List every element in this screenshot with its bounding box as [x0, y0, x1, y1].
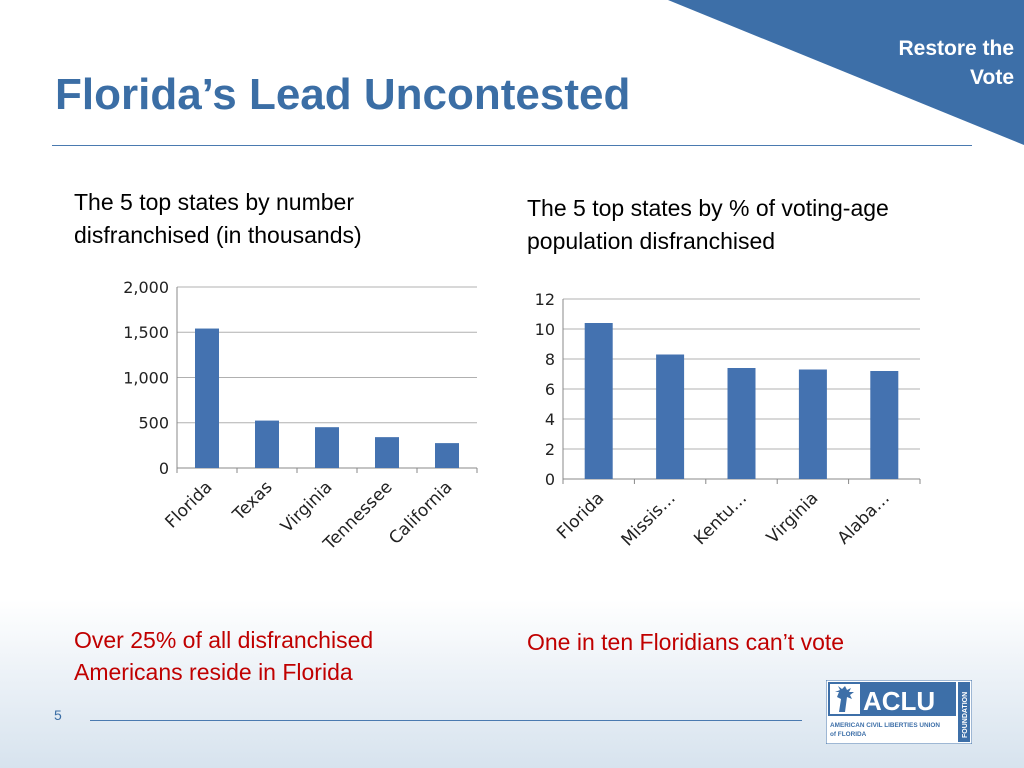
right-note: One in ten Floridians can’t vote [527, 629, 845, 655]
right-chart-caption: The 5 top states by % of voting-age popu… [527, 195, 889, 254]
y-tick-label: 500 [138, 414, 169, 433]
svg-text:of FLORIDA: of FLORIDA [830, 731, 867, 738]
x-category-label: Alaba… [834, 488, 894, 548]
bar [870, 371, 899, 479]
footer-divider [90, 720, 802, 721]
page-number: 5 [54, 707, 62, 723]
page-title: Florida’s Lead Uncontested [55, 70, 631, 119]
statue-of-liberty-icon [830, 684, 860, 714]
title-divider [52, 145, 972, 146]
bar [375, 437, 399, 468]
bar [798, 369, 827, 479]
corner-banner-shape [668, 0, 1024, 145]
bar [727, 368, 756, 479]
aclu-logo: ACLU AMERICAN CIVIL LIBERTIES UNION of F… [826, 680, 972, 744]
y-tick-label: 0 [159, 459, 169, 478]
x-category-label: Kentu… [690, 488, 751, 549]
x-category-label: Missis… [618, 488, 680, 550]
x-category-label: Florida [553, 488, 608, 543]
bar [656, 354, 685, 479]
bar [584, 323, 613, 479]
y-tick-label: 4 [545, 410, 555, 429]
bar [315, 427, 339, 468]
y-tick-label: 2,000 [123, 278, 169, 297]
left-note: Over 25% of all disfranchised Americans … [74, 627, 374, 685]
y-tick-label: 12 [535, 290, 555, 309]
bar [435, 443, 459, 468]
bar [255, 420, 279, 468]
y-tick-label: 1,500 [123, 323, 169, 342]
y-tick-label: 10 [535, 320, 555, 339]
svg-text:AMERICAN CIVIL LIBERTIES UNION: AMERICAN CIVIL LIBERTIES UNION [830, 722, 940, 729]
left-chart-caption: The 5 top states by number disfranchised… [74, 189, 362, 248]
svg-text:FOUNDATION: FOUNDATION [962, 692, 969, 738]
corner-label: Restore the Vote [898, 37, 1014, 89]
bar [195, 328, 219, 468]
svg-text:ACLU: ACLU [863, 686, 935, 716]
x-category-label: Virginia [763, 488, 822, 547]
y-tick-label: 2 [545, 440, 555, 459]
y-tick-label: 8 [545, 350, 555, 369]
y-tick-label: 1,000 [123, 368, 169, 387]
y-tick-label: 6 [545, 380, 555, 399]
y-tick-label: 0 [545, 470, 555, 489]
